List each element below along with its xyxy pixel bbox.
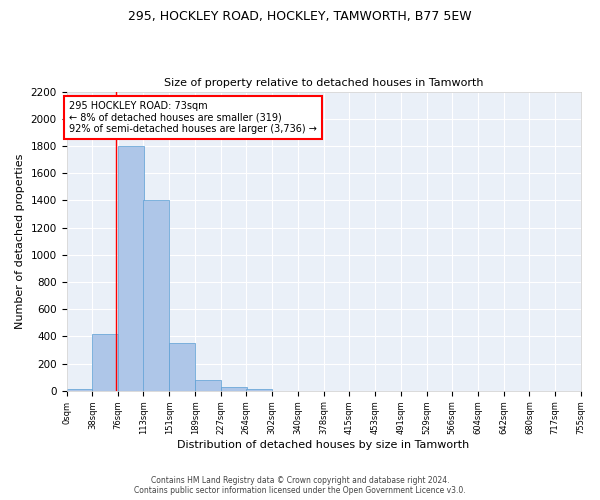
Bar	[143, 200, 169, 390]
Text: 295, HOCKLEY ROAD, HOCKLEY, TAMWORTH, B77 5EW: 295, HOCKLEY ROAD, HOCKLEY, TAMWORTH, B7…	[128, 10, 472, 23]
Text: Contains HM Land Registry data © Crown copyright and database right 2024.
Contai: Contains HM Land Registry data © Crown c…	[134, 476, 466, 495]
Bar	[246, 388, 272, 390]
Bar	[169, 343, 195, 390]
Bar	[195, 380, 221, 390]
Title: Size of property relative to detached houses in Tamworth: Size of property relative to detached ho…	[164, 78, 483, 88]
Text: 295 HOCKLEY ROAD: 73sqm
← 8% of detached houses are smaller (319)
92% of semi-de: 295 HOCKLEY ROAD: 73sqm ← 8% of detached…	[69, 101, 317, 134]
X-axis label: Distribution of detached houses by size in Tamworth: Distribution of detached houses by size …	[178, 440, 470, 450]
Y-axis label: Number of detached properties: Number of detached properties	[15, 154, 25, 329]
Bar	[118, 146, 144, 390]
Bar	[67, 388, 92, 390]
Bar	[92, 334, 118, 390]
Bar	[221, 386, 247, 390]
